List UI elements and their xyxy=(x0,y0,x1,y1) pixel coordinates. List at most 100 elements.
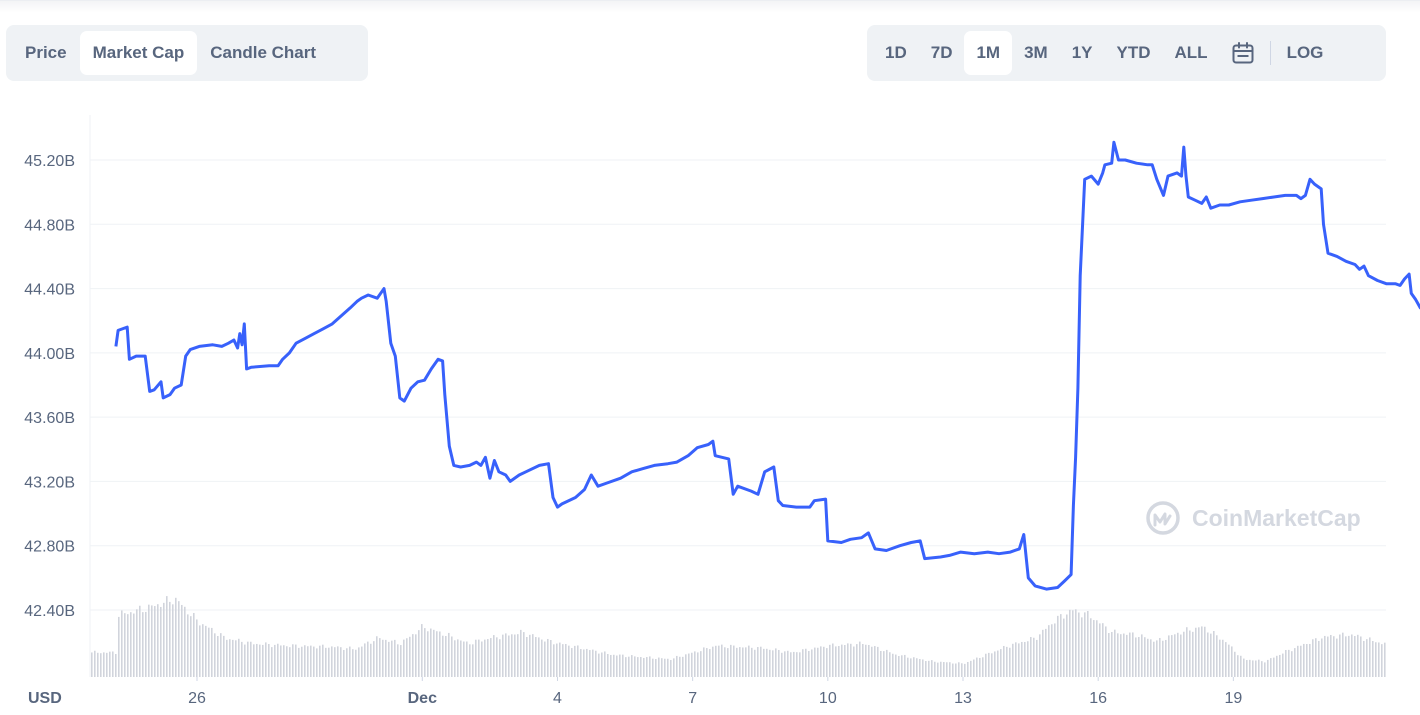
volume-bar xyxy=(694,651,696,677)
volume-bar xyxy=(376,636,378,677)
log-scale-button[interactable]: LOG xyxy=(1286,43,1324,62)
volume-bar xyxy=(889,652,891,677)
volume-bar xyxy=(340,647,342,677)
tab-candle-chart[interactable]: Candle Chart xyxy=(210,43,317,62)
range-ytd-button[interactable]: YTD xyxy=(1116,43,1151,62)
volume-bar xyxy=(100,653,102,677)
volume-bar xyxy=(610,654,612,677)
volume-bar xyxy=(706,648,708,677)
calendar-button[interactable] xyxy=(1220,31,1266,75)
volume-bar xyxy=(418,630,420,677)
x-tick-label: Dec xyxy=(408,690,437,707)
volume-bar xyxy=(313,646,315,677)
volume-bar xyxy=(538,637,540,677)
volume-bar xyxy=(952,663,954,677)
volume-bar xyxy=(292,644,294,677)
volume-bar xyxy=(406,638,408,677)
volume-bar xyxy=(1201,626,1203,677)
volume-bar xyxy=(910,658,912,677)
volume-bar xyxy=(1033,637,1035,677)
volume-bar xyxy=(397,644,399,677)
volume-bar xyxy=(244,644,246,677)
volume-bar xyxy=(526,637,528,677)
volume-bar xyxy=(1132,632,1134,677)
range-1d-button[interactable]: 1D xyxy=(885,43,907,62)
volume-bar xyxy=(646,657,648,677)
volume-bar xyxy=(595,650,597,677)
volume-bar xyxy=(157,604,159,677)
volume-bar xyxy=(1000,649,1002,677)
volume-bar xyxy=(415,634,417,677)
volume-bar xyxy=(1354,636,1356,677)
volume-bar xyxy=(766,648,768,677)
volume-bar xyxy=(1180,634,1182,677)
range-7d-button[interactable]: 7D xyxy=(930,43,953,62)
volume-bar xyxy=(775,648,777,677)
volume-bar xyxy=(1087,611,1089,677)
volume-bar xyxy=(868,644,870,677)
volume-bar xyxy=(187,614,189,677)
volume-bar xyxy=(388,641,390,677)
volume-bar xyxy=(1048,625,1050,677)
coinmarketcap-watermark: CoinMarketCap xyxy=(1146,501,1361,535)
tab-market-cap[interactable]: Market Cap xyxy=(79,31,198,75)
volume-bar xyxy=(256,643,258,677)
watermark-text: CoinMarketCap xyxy=(1192,505,1361,531)
volume-bar xyxy=(622,654,624,677)
volume-bar xyxy=(781,652,783,677)
volume-bar xyxy=(1183,631,1185,677)
volume-bar xyxy=(997,650,999,677)
volume-bar xyxy=(1282,653,1284,677)
volume-bar xyxy=(907,657,909,677)
y-tick-label: 44.00B xyxy=(24,346,75,363)
volume-bar xyxy=(472,644,474,677)
volume-bar xyxy=(1135,637,1137,677)
volume-bar xyxy=(451,636,453,677)
volume-bar xyxy=(751,647,753,677)
volume-bar xyxy=(664,658,666,677)
range-1m-button[interactable]: 1M xyxy=(964,31,1013,75)
tab-price[interactable]: Price xyxy=(25,43,67,62)
volume-bar xyxy=(1030,637,1032,677)
volume-bar xyxy=(619,654,621,677)
volume-bar xyxy=(739,647,741,677)
volume-bar xyxy=(1270,658,1272,677)
volume-bar xyxy=(835,646,837,677)
volume-bar xyxy=(922,659,924,677)
volume-bar xyxy=(565,643,567,677)
volume-bar xyxy=(955,663,957,677)
volume-bar xyxy=(205,625,207,677)
volume-bar xyxy=(103,652,105,677)
volume-bar xyxy=(991,653,993,677)
volume-bar xyxy=(682,656,684,677)
volume-bar xyxy=(1381,644,1383,677)
volume-bar xyxy=(262,644,264,677)
volume-bar xyxy=(352,649,354,677)
volume-bar xyxy=(1222,639,1224,677)
volume-bar xyxy=(334,647,336,677)
volume-bar xyxy=(466,641,468,677)
volume-bar xyxy=(310,645,312,677)
volume-bar xyxy=(862,643,864,677)
volume-bar xyxy=(1036,639,1038,677)
volume-bar xyxy=(577,645,579,677)
volume-bar xyxy=(592,649,594,677)
volume-bar xyxy=(1012,643,1014,677)
volume-bar xyxy=(1021,641,1023,677)
volume-bar xyxy=(625,657,627,677)
volume-bar xyxy=(211,627,213,677)
range-1y-button[interactable]: 1Y xyxy=(1071,43,1093,62)
volume-bar xyxy=(148,604,150,677)
range-3m-button[interactable]: 3M xyxy=(1024,43,1048,62)
range-all-button[interactable]: ALL xyxy=(1174,43,1208,62)
volume-bar xyxy=(946,662,948,677)
volume-bar xyxy=(715,645,717,677)
volume-bar xyxy=(412,634,414,677)
volume-bar xyxy=(847,643,849,677)
volume-bar xyxy=(589,650,591,677)
volume-bar xyxy=(544,641,546,677)
volume-bar xyxy=(604,651,606,677)
volume-bar xyxy=(760,646,762,677)
volume-bar xyxy=(571,648,573,677)
